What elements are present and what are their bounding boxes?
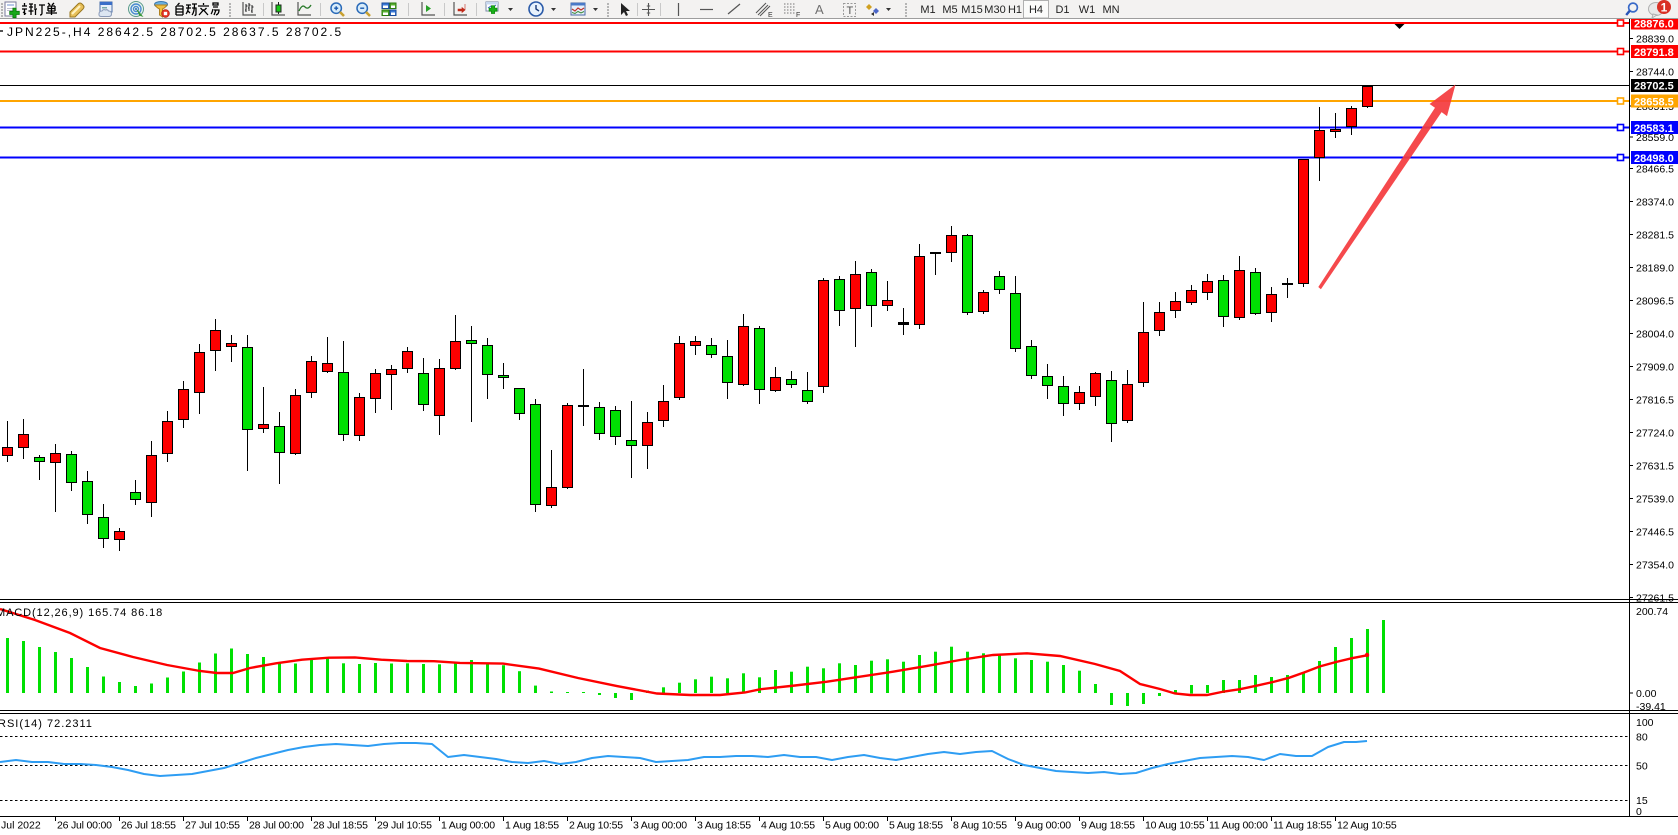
svg-text:3 Aug 18:55: 3 Aug 18:55	[697, 820, 751, 832]
svg-text:11 Aug 00:00: 11 Aug 00:00	[1209, 820, 1268, 832]
svg-text:27446.5: 27446.5	[1636, 527, 1674, 539]
svg-text:28466.5: 28466.5	[1636, 164, 1674, 176]
svg-text:27261.5: 27261.5	[1636, 593, 1674, 605]
svg-text:200.74: 200.74	[1636, 606, 1668, 618]
svg-text:27909.0: 27909.0	[1636, 362, 1674, 374]
svg-text:3 Aug 00:00: 3 Aug 00:00	[633, 820, 687, 832]
svg-text:100: 100	[1636, 717, 1654, 729]
svg-text:W1: W1	[1079, 4, 1096, 16]
svg-text:M30: M30	[984, 4, 1005, 16]
svg-text:D1: D1	[1055, 4, 1069, 16]
svg-text:4 Aug 10:55: 4 Aug 10:55	[761, 820, 815, 832]
svg-text:28559.0: 28559.0	[1636, 132, 1674, 144]
svg-text:80: 80	[1636, 732, 1648, 744]
svg-text:0.00: 0.00	[1636, 688, 1657, 700]
svg-text:A: A	[815, 2, 824, 17]
svg-text:M5: M5	[942, 4, 957, 16]
svg-text:28004.0: 28004.0	[1636, 329, 1674, 341]
svg-text:F: F	[796, 12, 800, 19]
svg-text:-39.41: -39.41	[1636, 701, 1666, 713]
svg-text:28744.0: 28744.0	[1636, 67, 1674, 79]
svg-text:9 Aug 00:00: 9 Aug 00:00	[1017, 820, 1071, 832]
svg-text:28 Jul 18:55: 28 Jul 18:55	[313, 820, 368, 832]
svg-text:12 Aug 10:55: 12 Aug 10:55	[1337, 820, 1397, 832]
svg-text:50: 50	[1636, 761, 1648, 773]
svg-text:11 Aug 18:55: 11 Aug 18:55	[1273, 820, 1332, 832]
svg-text:5 Aug 18:55: 5 Aug 18:55	[889, 820, 943, 832]
svg-text:27354.0: 27354.0	[1636, 560, 1674, 572]
svg-text:M15: M15	[961, 4, 982, 16]
svg-text:28281.5: 28281.5	[1636, 230, 1674, 242]
svg-text:26 Jul 18:55: 26 Jul 18:55	[121, 820, 176, 832]
svg-text:H4: H4	[1029, 4, 1043, 16]
svg-text:5 Aug 00:00: 5 Aug 00:00	[825, 820, 879, 832]
svg-text:2 Aug 10:55: 2 Aug 10:55	[569, 820, 623, 832]
svg-text:28839.0: 28839.0	[1636, 34, 1674, 46]
svg-text:26 Jul 00:00: 26 Jul 00:00	[57, 820, 112, 832]
svg-text:28658.5: 28658.5	[1634, 97, 1674, 109]
svg-text:1 Aug 00:00: 1 Aug 00:00	[441, 820, 495, 832]
svg-text:29 Jul 10:55: 29 Jul 10:55	[377, 820, 432, 832]
svg-text:28189.0: 28189.0	[1636, 263, 1674, 275]
svg-text:0: 0	[1636, 806, 1642, 818]
svg-text:9 Aug 18:55: 9 Aug 18:55	[1081, 820, 1135, 832]
svg-text:MN: MN	[1102, 4, 1119, 16]
svg-text:28583.1: 28583.1	[1634, 123, 1674, 135]
svg-text:10 Aug 10:55: 10 Aug 10:55	[1145, 820, 1205, 832]
svg-text:28096.5: 28096.5	[1636, 296, 1674, 308]
svg-text:1: 1	[1661, 1, 1668, 15]
svg-text:28498.0: 28498.0	[1634, 153, 1674, 165]
svg-text:RSI(14) 72.2311: RSI(14) 72.2311	[0, 718, 93, 730]
svg-text:JPN225-,H4 28642.5 28702.5 28: JPN225-,H4 28642.5 28702.5 28637.5 28702…	[7, 25, 343, 39]
svg-text:MACD(12,26,9) 165.74 86.18: MACD(12,26,9) 165.74 86.18	[0, 607, 163, 619]
svg-text:E: E	[768, 12, 773, 19]
svg-text:28876.0: 28876.0	[1634, 19, 1674, 31]
svg-text:27724.0: 27724.0	[1636, 428, 1674, 440]
svg-text:15: 15	[1636, 795, 1648, 807]
svg-text:28791.8: 28791.8	[1634, 47, 1674, 59]
svg-text:Jul 2022: Jul 2022	[1, 820, 41, 832]
svg-text:27631.5: 27631.5	[1636, 461, 1674, 473]
svg-text:27539.0: 27539.0	[1636, 494, 1674, 506]
svg-text:28 Jul 00:00: 28 Jul 00:00	[249, 820, 304, 832]
svg-text:27816.5: 27816.5	[1636, 395, 1674, 407]
svg-text:T: T	[847, 5, 854, 17]
svg-text:M1: M1	[920, 4, 935, 16]
svg-text:1 Aug 18:55: 1 Aug 18:55	[505, 820, 559, 832]
svg-text:8 Aug 10:55: 8 Aug 10:55	[953, 820, 1007, 832]
svg-text:28374.0: 28374.0	[1636, 197, 1674, 209]
svg-text:27 Jul 10:55: 27 Jul 10:55	[185, 820, 240, 832]
svg-text:28702.5: 28702.5	[1634, 81, 1674, 93]
svg-text:H1: H1	[1008, 4, 1022, 16]
